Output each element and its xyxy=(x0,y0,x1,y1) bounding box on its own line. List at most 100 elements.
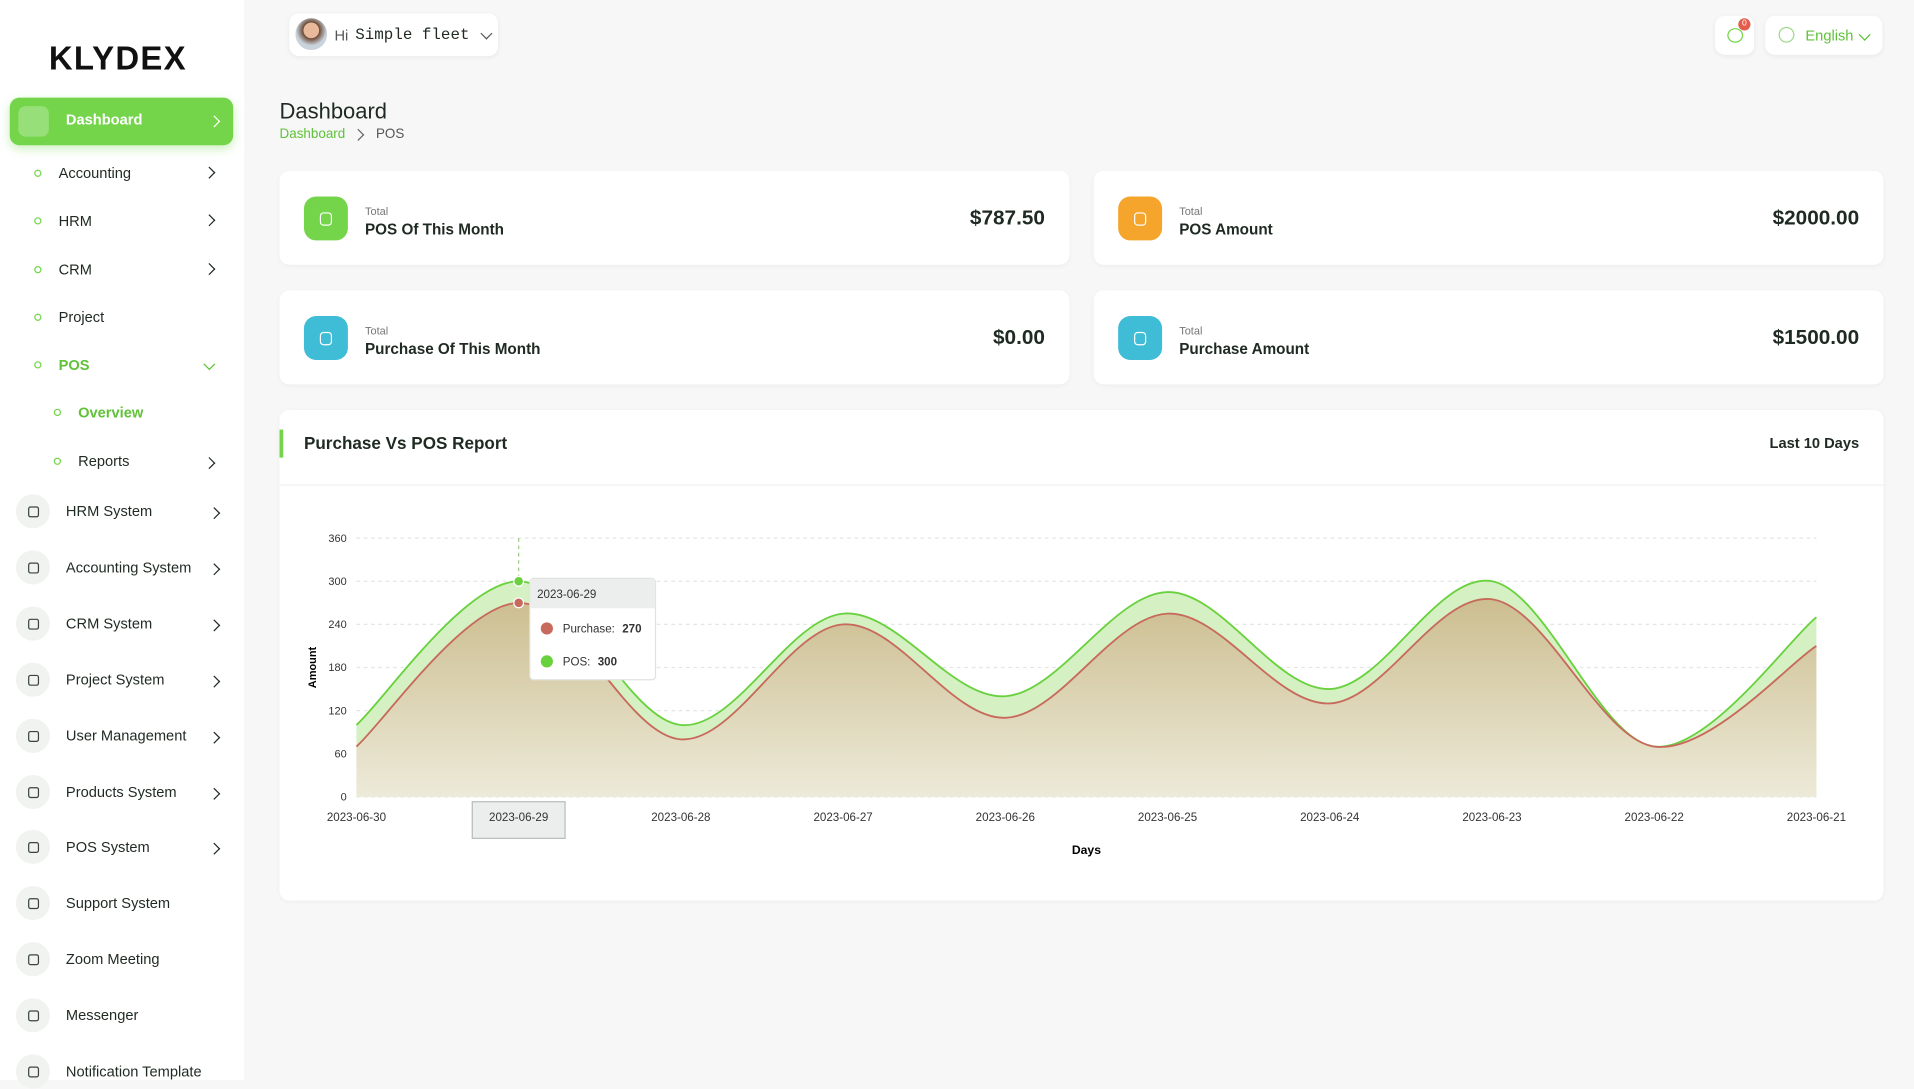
report-title: Purchase Vs POS Report xyxy=(303,433,508,453)
x-tick-label: 2023-06-22 xyxy=(1625,812,1684,824)
stat-title: POS Of This Month xyxy=(364,220,505,238)
nav-icon-glyph xyxy=(28,786,40,798)
nav-icon-glyph xyxy=(28,1010,40,1022)
nav-icon xyxy=(15,662,51,697)
stat-icon-glyph xyxy=(319,331,333,346)
report-period[interactable]: Last 10 Days xyxy=(1769,434,1860,452)
x-crosshair-box xyxy=(471,801,566,839)
y-axis-label: Amount xyxy=(307,646,319,688)
stat-card xyxy=(279,170,1070,265)
x-tick-label: 2023-06-21 xyxy=(1787,812,1846,824)
y-tick-label: 300 xyxy=(328,576,346,588)
breadcrumb-link[interactable]: Dashboard xyxy=(279,126,346,142)
nav-icon xyxy=(15,606,51,641)
stat-icon xyxy=(303,196,348,241)
stat-caption: Total xyxy=(364,205,389,218)
page-title: Dashboard xyxy=(279,98,388,124)
stat-card xyxy=(1093,290,1884,385)
stat-icon-glyph xyxy=(1134,331,1147,346)
nav-icon-glyph xyxy=(28,842,40,854)
breadcrumb-current: POS xyxy=(375,126,405,142)
x-axis-label: Days xyxy=(1072,843,1101,857)
nav-sub-label[interactable]: POS xyxy=(58,356,90,374)
stat-value: $1500.00 xyxy=(1772,325,1860,350)
y-tick-label: 240 xyxy=(328,619,346,631)
stat-caption: Total xyxy=(1179,324,1203,337)
stat-title: POS Amount xyxy=(1179,220,1273,238)
nav-item-active[interactable] xyxy=(9,97,234,146)
nav-dot xyxy=(34,313,42,321)
nav-sub-label[interactable]: Reports xyxy=(78,452,130,470)
nav-label[interactable]: Messenger xyxy=(65,1006,139,1024)
stat-icon-glyph xyxy=(1134,212,1147,226)
y-tick-label: 120 xyxy=(328,705,346,717)
report-divider xyxy=(279,484,1884,486)
nav-icon xyxy=(15,550,51,585)
nav-sub-label[interactable]: Accounting xyxy=(58,164,132,182)
nav-icon xyxy=(18,106,49,137)
nav-label[interactable]: Notification Template xyxy=(65,1062,202,1080)
tooltip-value: 270 xyxy=(622,624,641,636)
y-tick-label: 360 xyxy=(328,533,346,545)
greeting: Hi xyxy=(334,26,349,44)
nav-sub-label[interactable]: Overview xyxy=(78,403,144,422)
tooltip-series: POS: xyxy=(563,657,591,669)
chart: 0 60 120 180 240 300 360 Amount Days 2023-06-30 20… xyxy=(307,533,1846,857)
x-tick-label: 2023-06-25 xyxy=(1138,812,1197,824)
nav-label[interactable]: Dashboard xyxy=(65,111,143,129)
nav-label[interactable]: HRM System xyxy=(65,502,153,520)
x-tick-label: 2023-06-29 xyxy=(489,812,548,824)
stat-title: Purchase Amount xyxy=(1179,340,1310,358)
nav-label[interactable]: Accounting System xyxy=(65,558,192,576)
nav-dot xyxy=(53,408,62,417)
nav-dot xyxy=(53,457,62,465)
nav-icon-glyph xyxy=(28,506,40,518)
chat-icon xyxy=(1727,28,1744,43)
nav-icon xyxy=(15,998,51,1033)
nav-label[interactable]: Products System xyxy=(65,782,177,800)
nav-label[interactable]: Zoom Meeting xyxy=(65,950,160,968)
language[interactable]: English xyxy=(1805,26,1854,44)
chevron-right xyxy=(352,128,365,141)
logo[interactable]: KLYDEX xyxy=(48,40,187,77)
y-tick-label: 0 xyxy=(341,792,347,804)
nav-label[interactable]: POS System xyxy=(65,838,150,856)
nav-label[interactable]: CRM System xyxy=(65,614,153,632)
nav-label[interactable]: Support System xyxy=(65,894,171,912)
stat-icon xyxy=(1118,196,1163,241)
tooltip-label: POS: 300 xyxy=(563,657,617,669)
nav-icon xyxy=(15,830,51,865)
x-tick-label: 2023-06-24 xyxy=(1300,812,1360,824)
x-tick-label: 2023-06-26 xyxy=(976,812,1035,824)
notification-badge: 0 xyxy=(1738,18,1751,31)
nav-icon-glyph xyxy=(28,618,40,630)
stat-icon xyxy=(303,316,348,360)
x-tick-label: 2023-06-27 xyxy=(813,812,872,824)
nav-icon-glyph xyxy=(28,674,40,686)
tooltip-title: 2023-06-29 xyxy=(537,589,596,601)
nav-label[interactable]: User Management xyxy=(65,726,187,744)
stat-card xyxy=(279,290,1070,385)
tooltip-label: Purchase: 270 xyxy=(563,624,642,636)
stat-value: $787.50 xyxy=(969,206,1045,230)
stat-card xyxy=(1093,170,1884,265)
nav-sub-label[interactable]: HRM xyxy=(58,212,92,230)
avatar xyxy=(295,18,328,51)
nav-icon-glyph xyxy=(28,898,40,910)
stat-caption: Total xyxy=(1179,205,1203,218)
nav-sub-label[interactable]: Project xyxy=(58,308,105,326)
x-tick-label: 2023-06-23 xyxy=(1462,812,1521,824)
nav-dot xyxy=(34,361,42,369)
stat-icon xyxy=(1118,316,1163,360)
user-name: Simple fleet xyxy=(355,25,470,44)
hover-point xyxy=(513,575,525,587)
tooltip-header xyxy=(530,579,655,609)
nav-icon xyxy=(15,494,51,529)
nav-label[interactable]: Project System xyxy=(65,670,165,688)
nav-sub-label[interactable]: CRM xyxy=(58,260,92,278)
y-tick-label: 180 xyxy=(328,662,346,674)
nav-icon xyxy=(15,774,51,809)
hover-point xyxy=(513,597,525,609)
stat-caption: Total xyxy=(364,324,389,337)
